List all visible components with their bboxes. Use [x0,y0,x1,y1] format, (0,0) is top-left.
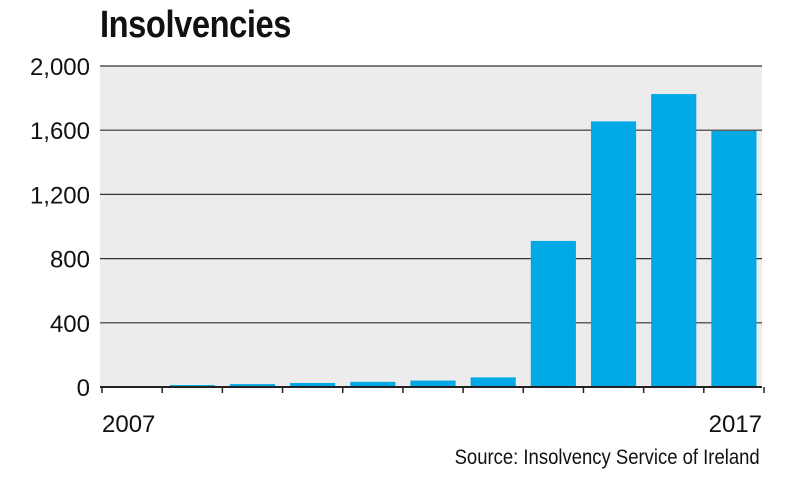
y-tick-label: 1,200 [30,182,90,209]
bars [109,94,757,388]
bar [470,377,516,387]
bar [590,121,637,387]
x-axis-labels: 2007 2017 [102,411,762,438]
bar [229,384,276,387]
x-tick-label: 2017 [709,411,762,438]
bar [290,382,336,387]
bar [410,380,456,387]
y-tick-label: 1,600 [30,118,90,145]
y-tick-label: 800 [50,247,90,274]
x-axis-ticks [101,387,765,393]
y-axis-labels: 0 400 800 1,200 1,600 2,000 [30,54,90,402]
bar [711,131,757,387]
chart-title: Insolvencies [100,4,292,46]
y-tick-label: 0 [77,375,90,402]
bar [651,94,697,388]
y-tick-label: 400 [50,311,90,338]
bar [350,381,396,387]
y-tick-label: 2,000 [30,54,90,81]
source-note: Source: Insolvency Service of Ireland [454,446,760,469]
x-tick-label: 2007 [102,411,155,438]
bar [530,240,576,387]
